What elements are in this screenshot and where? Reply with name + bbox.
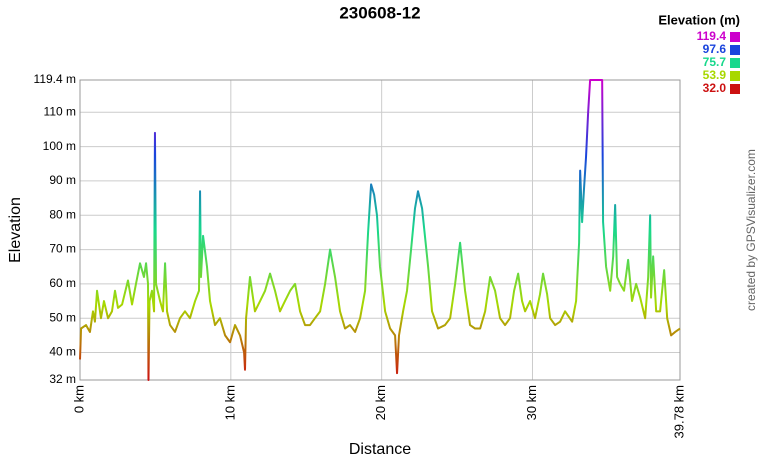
x-tick-label: 39.78 km	[671, 385, 686, 438]
legend-label: 32.0	[703, 81, 727, 95]
legend-swatch	[730, 45, 740, 55]
y-tick-label: 32 m	[49, 372, 76, 386]
legend-label: 75.7	[703, 55, 727, 69]
y-tick-label: 60 m	[49, 276, 76, 290]
credit: created by GPSVisualizer.com	[744, 149, 758, 311]
y-tick-label: 100 m	[43, 139, 76, 153]
x-tick-label: 30 km	[524, 385, 539, 420]
x-tick-label: 0 km	[71, 385, 86, 413]
y-tick-label: 90 m	[49, 173, 76, 187]
y-tick-label: 40 m	[49, 345, 76, 359]
legend-title: Elevation (m)	[658, 12, 740, 27]
legend-label: 53.9	[703, 68, 727, 82]
x-tick-label: 10 km	[222, 385, 237, 420]
x-axis-label: Distance	[349, 441, 411, 458]
legend-label: 97.6	[703, 42, 727, 56]
legend-swatch	[730, 58, 740, 68]
legend-label: 119.4	[697, 29, 727, 43]
x-tick-label: 20 km	[373, 385, 388, 420]
y-tick-label: 119.4 m	[34, 72, 76, 86]
legend-swatch	[730, 32, 740, 42]
y-tick-label: 80 m	[49, 207, 76, 221]
y-tick-label: 110 m	[44, 104, 76, 118]
plot-border	[79, 79, 681, 381]
legend-swatch	[730, 71, 740, 81]
y-tick-label: 70 m	[49, 242, 76, 256]
y-axis-label: Elevation	[7, 197, 24, 263]
legend-swatch	[730, 84, 740, 94]
elevation-line	[79, 79, 681, 381]
chart-title: 230608-12	[339, 3, 420, 22]
y-tick-label: 50 m	[49, 310, 76, 324]
